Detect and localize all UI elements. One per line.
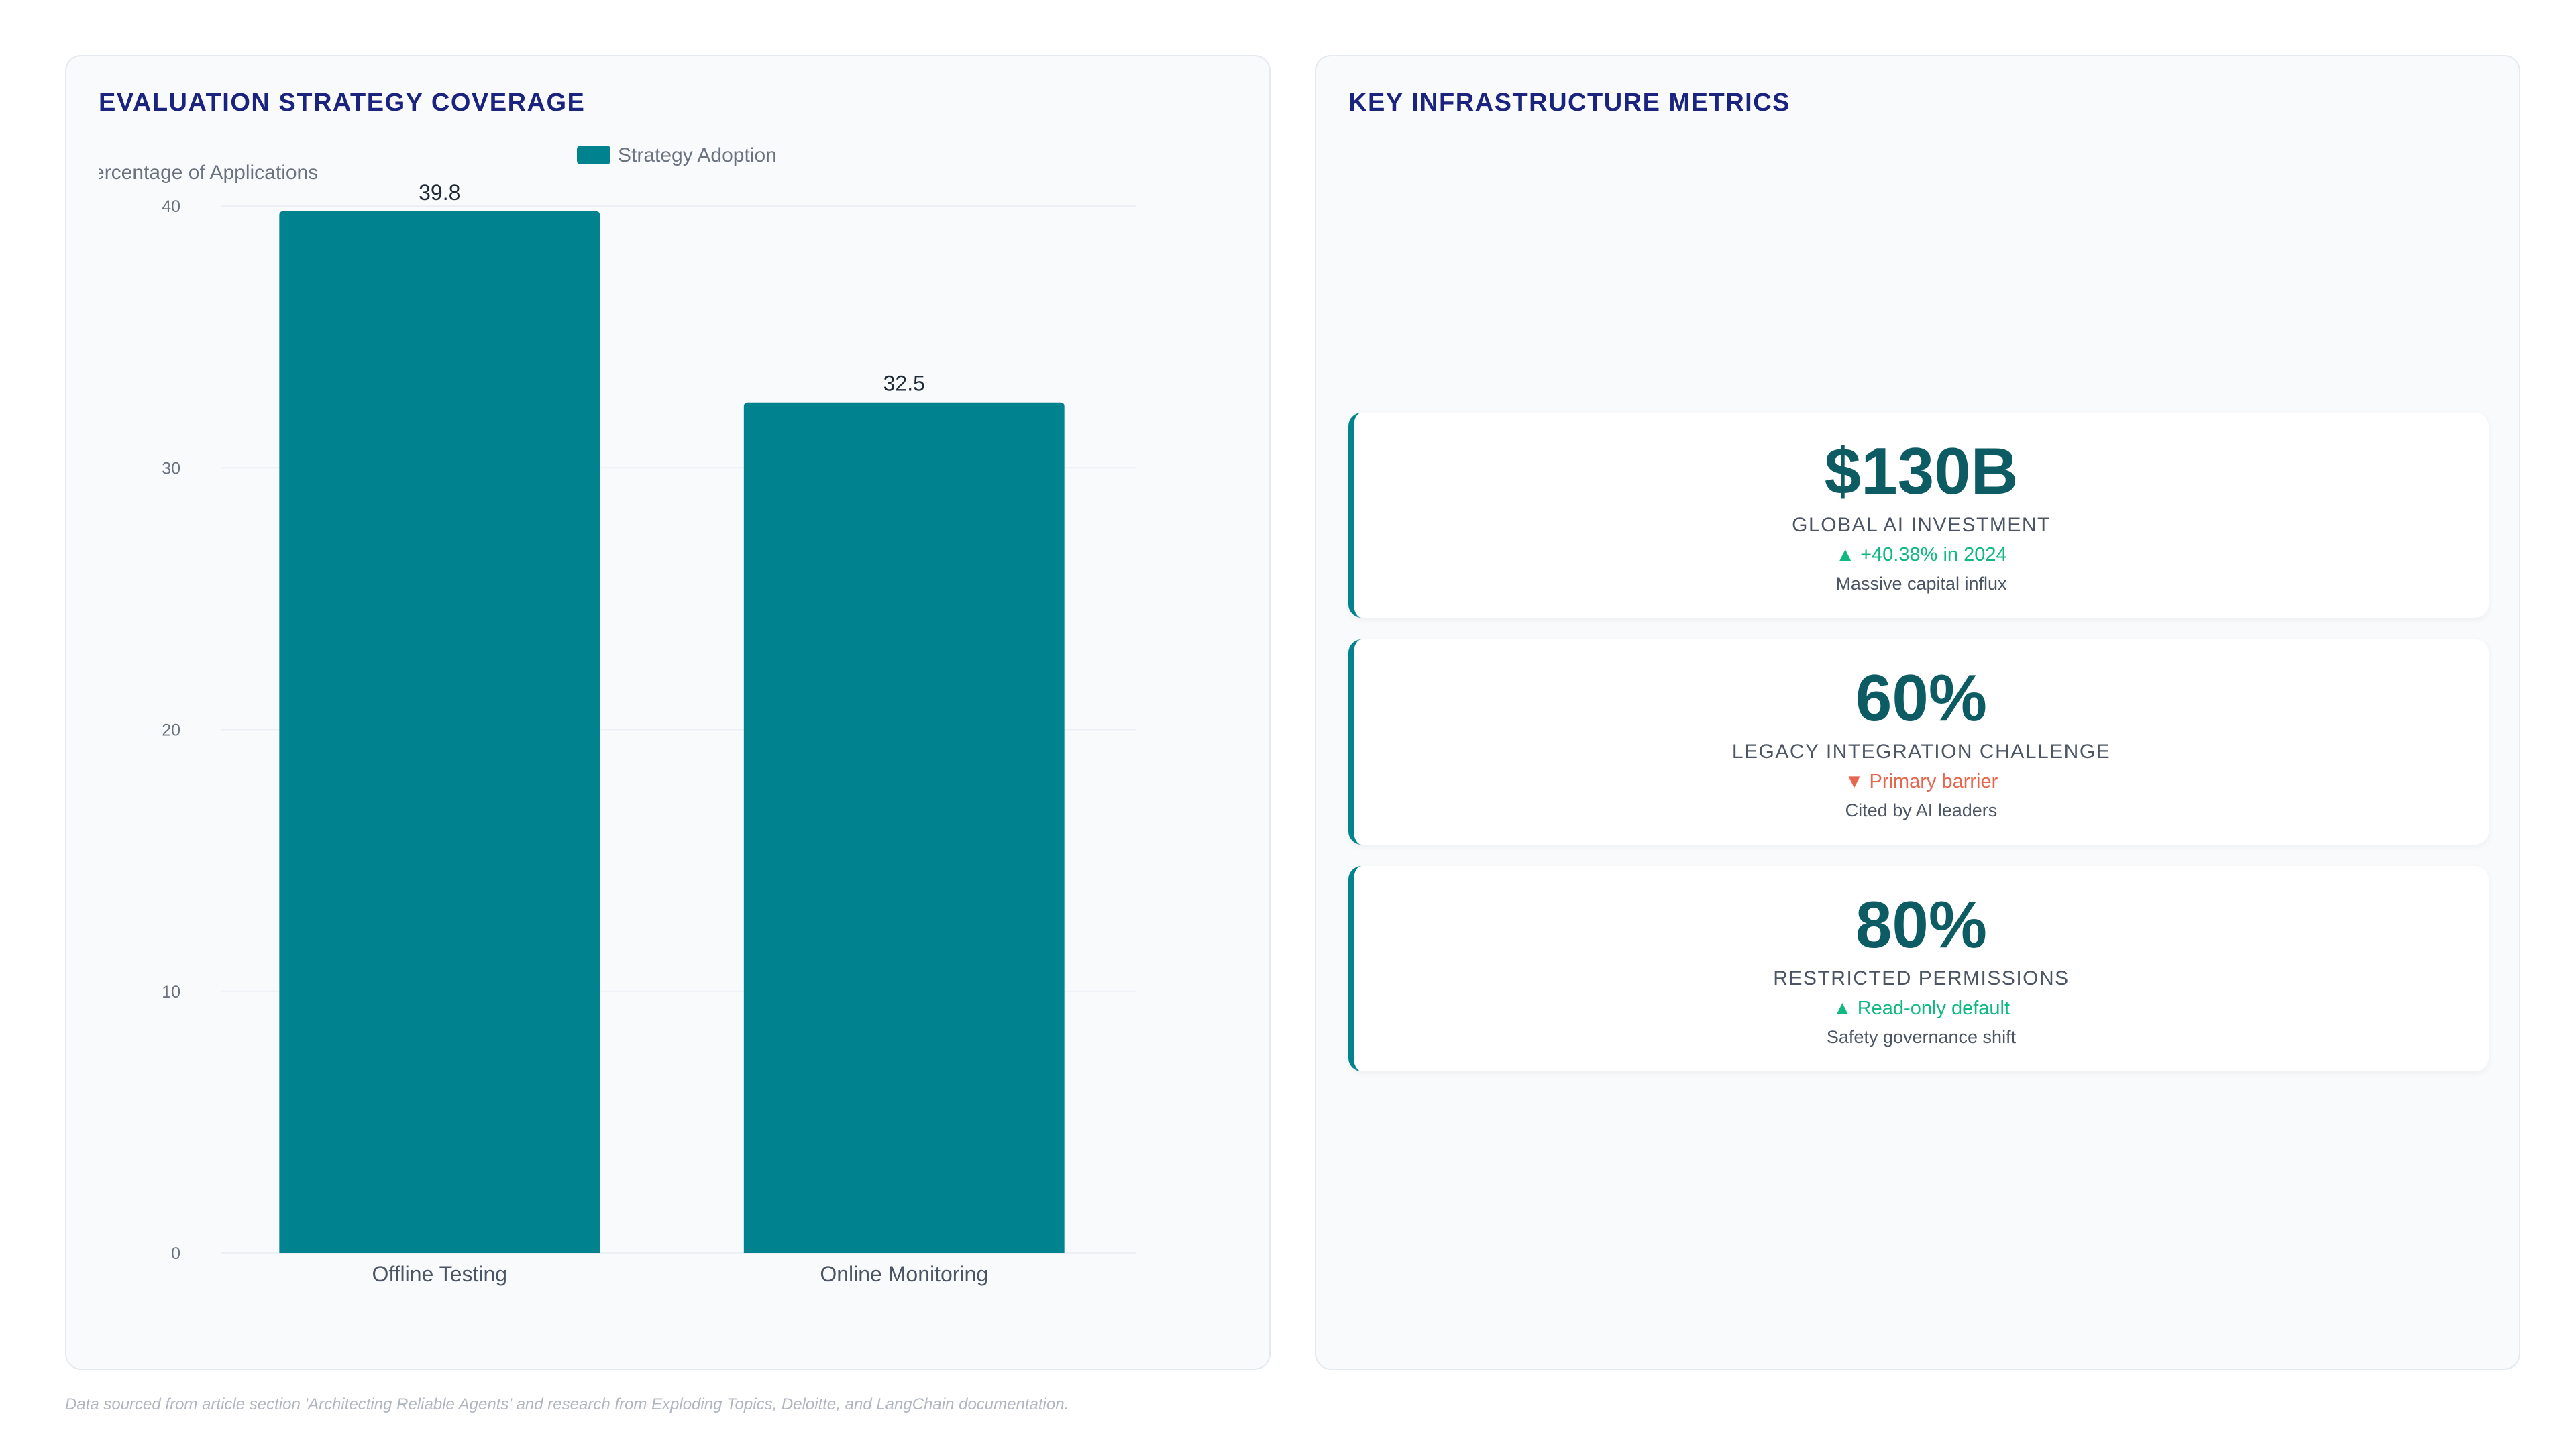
source-footnote: Data sourced from article section 'Archi… [65,1395,1069,1413]
y-tick-label: 40 [162,197,180,216]
y-tick-label: 20 [162,721,180,740]
metric-card-legacy-integration: 60% LEGACY INTEGRATION CHALLENGE ▼ Prima… [1348,639,2489,845]
legend-swatch [577,146,610,164]
metric-label: GLOBAL AI INVESTMENT [1792,514,2051,536]
legend-label: Strategy Adoption [618,144,777,166]
metrics-panel-title: KEY INFRASTRUCTURE METRICS [1348,89,1790,117]
metric-label: RESTRICTED PERMISSIONS [1773,967,2070,989]
metric-value: $130B [1824,434,2019,508]
x-tick-label: Online Monitoring [820,1262,988,1286]
bar [743,402,1065,1253]
chart-panel-title: EVALUATION STRATEGY COVERAGE [99,89,586,117]
x-tick-label: Offline Testing [372,1262,507,1286]
metric-trend: ▼ Primary barrier [1844,771,1998,792]
metric-value: 80% [1855,888,1988,961]
bar-chart: 0 10 20 30 40 Percentage of Applications 39.8 O… [80,144,1136,1286]
bar [279,211,600,1254]
metric-note: Massive capital influx [1835,574,2007,594]
y-tick-label: 0 [171,1244,180,1263]
bar-value-label: 39.8 [419,180,460,205]
y-axis-title: Percentage of Applications [80,162,318,184]
y-tick-label: 10 [162,983,180,1002]
metric-card-investment: $130B GLOBAL AI INVESTMENT ▲ +40.38% in … [1348,413,2489,618]
metric-label: LEGACY INTEGRATION CHALLENGE [1731,741,2111,763]
metric-note: Safety governance shift [1826,1027,2017,1047]
metric-note: Cited by AI leaders [1845,800,1998,820]
y-tick-label: 30 [162,459,180,478]
metric-card-restricted-permissions: 80% RESTRICTED PERMISSIONS ▲ Read-only d… [1348,866,2489,1071]
metric-trend: ▲ Read-only default [1832,998,2010,1019]
metric-trend: ▲ +40.38% in 2024 [1835,544,2007,566]
evaluation-chart-panel: EVALUATION STRATEGY COVERAGE 0 10 20 30 40 Pe… [65,55,1271,1370]
metrics-panel: KEY INFRASTRUCTURE METRICS $130B GLOBAL … [1315,55,2520,1370]
bar-value-label: 32.5 [883,372,925,396]
metric-value: 60% [1855,661,1988,735]
